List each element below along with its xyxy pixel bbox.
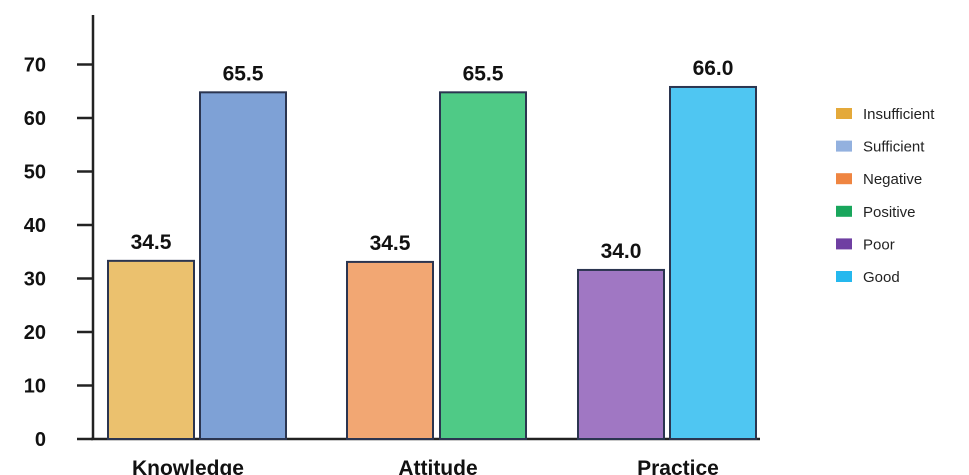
category-labels: Knowledge Attitude Practice — [132, 457, 719, 475]
legend-label: Positive — [863, 204, 916, 221]
legend-swatch — [836, 173, 852, 185]
bar-value-label: 34.5 — [370, 232, 411, 255]
legend-swatch — [836, 271, 852, 282]
legend-item: Positive — [836, 204, 916, 221]
legend-label: Insufficient — [863, 106, 935, 123]
y-tick-label: 0 — [35, 429, 46, 451]
y-tick-label: 10 — [24, 376, 46, 398]
y-tick-label: 30 — [24, 269, 46, 291]
category-label: Practice — [637, 457, 719, 475]
bar-value-label: 66.0 — [693, 57, 734, 80]
value-labels: 34.5 65.5 34.5 65.5 34.0 66.0 — [131, 57, 734, 263]
legend-label: Good — [863, 269, 900, 286]
bar-value-label: 34.5 — [131, 231, 172, 254]
legend-item: Good — [836, 269, 900, 286]
legend-item: Insufficient — [836, 106, 935, 123]
bar — [199, 91, 287, 440]
bar-value-label: 34.0 — [601, 240, 642, 263]
y-tick-label: 70 — [24, 55, 46, 77]
y-tick-label: 40 — [24, 215, 46, 237]
legend-swatch — [836, 205, 852, 217]
y-tick-label: 60 — [24, 108, 46, 130]
legend-item: Negative — [836, 171, 922, 188]
legend-label: Sufficient — [863, 139, 925, 156]
legend-item: Poor — [836, 236, 895, 253]
bar — [577, 268, 665, 440]
bar — [346, 260, 434, 441]
bar — [107, 259, 195, 440]
bar-value-label: 65.5 — [223, 62, 264, 85]
legend-swatch — [836, 108, 852, 119]
bar — [669, 85, 757, 440]
bar-value-label: 65.5 — [463, 62, 504, 85]
category-label: Knowledge — [132, 457, 244, 475]
bars — [107, 85, 757, 441]
legend-item: Sufficient — [836, 139, 925, 156]
legend-label: Negative — [863, 171, 922, 188]
bar — [439, 91, 527, 440]
legend-label: Poor — [863, 236, 895, 253]
legend-swatch — [836, 238, 852, 250]
legend-swatch — [836, 140, 852, 152]
y-tick-label: 50 — [24, 162, 46, 184]
category-label: Attitude — [398, 457, 477, 475]
y-tick-label: 20 — [24, 322, 46, 344]
legend: Insufficient Sufficient Negative Positive Po… — [836, 106, 935, 286]
